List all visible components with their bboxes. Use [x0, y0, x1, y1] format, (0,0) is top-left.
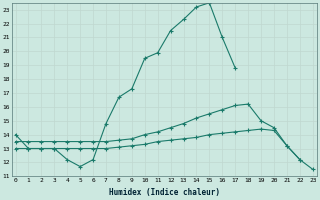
- X-axis label: Humidex (Indice chaleur): Humidex (Indice chaleur): [109, 188, 220, 197]
